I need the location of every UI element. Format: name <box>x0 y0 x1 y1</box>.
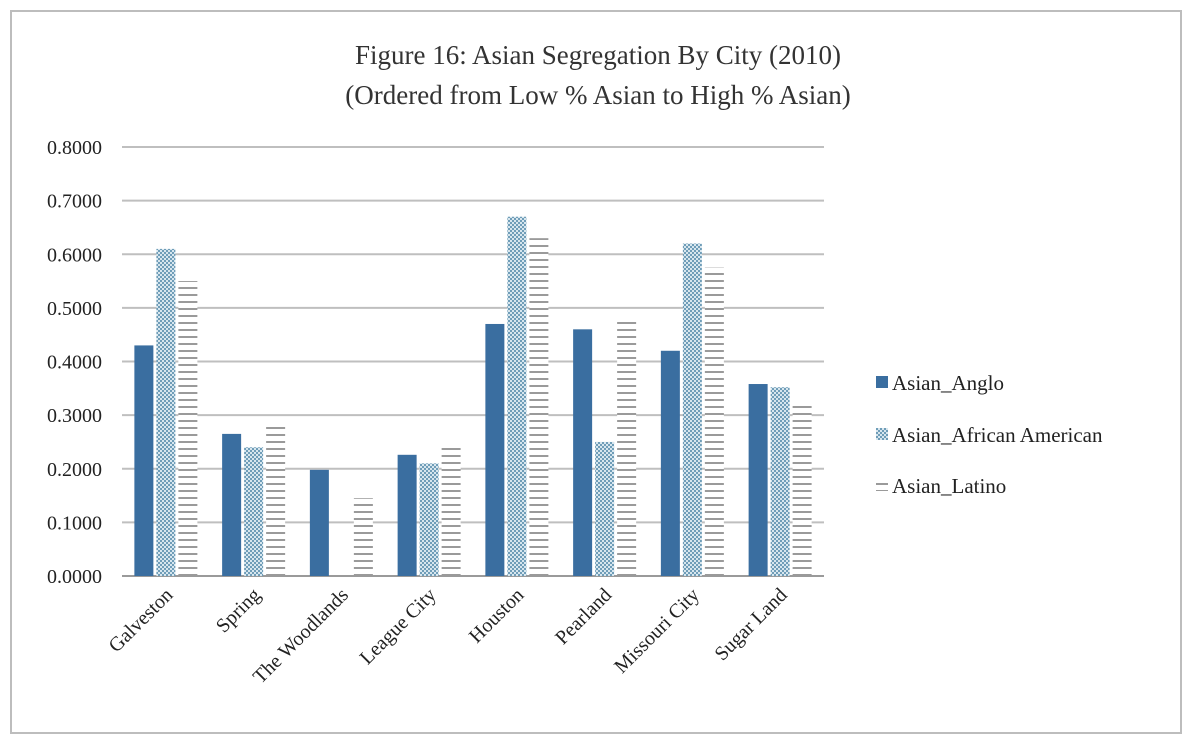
bar-asian-latino-the-woodlands <box>353 498 373 576</box>
bar-asian-latino-houston <box>529 238 549 576</box>
legend-swatch-asian-latino <box>876 479 888 491</box>
chart-subtitle: (Ordered from Low % Asian to High % Asia… <box>345 80 850 110</box>
bar-asian-african-american-league-city <box>419 463 439 576</box>
y-axis-tick-labels: 0.0000 0.1000 0.2000 0.3000 0.4000 0.5000 0.60… <box>47 137 102 588</box>
chart-title: Figure 16: Asian Segregation By City (20… <box>355 40 841 70</box>
x-category-label: League City <box>356 584 441 669</box>
y-tick-label: 0.1000 <box>47 512 102 534</box>
bar-asian-african-american-spring <box>244 447 264 576</box>
bar-asian-latino-galveston <box>178 281 198 576</box>
y-tick-label: 0.8000 <box>47 137 102 159</box>
x-category-label: Pearland <box>551 584 616 649</box>
bar-asian-latino-pearland <box>617 321 637 576</box>
bar-asian-anglo-houston <box>485 323 505 576</box>
bar-asian-anglo-galveston <box>134 345 154 576</box>
y-tick-label: 0.7000 <box>47 191 102 213</box>
legend-label-asian-anglo: Asian_Anglo <box>892 371 1004 395</box>
x-category-label: Houston <box>465 584 528 647</box>
bar-asian-latino-missouri-city <box>704 267 724 576</box>
legend: Asian_Anglo Asian_African American Asian… <box>876 371 1103 498</box>
x-category-label: Sugar Land <box>711 584 792 665</box>
bar-asian-latino-spring <box>266 425 286 576</box>
y-tick-label: 0.6000 <box>47 244 102 266</box>
x-category-label: Galveston <box>105 584 178 657</box>
x-category-label: Spring <box>212 584 265 637</box>
bar-asian-latino-league-city <box>441 447 461 576</box>
bar-asian-anglo-pearland <box>573 329 593 576</box>
chart-frame <box>10 10 1182 734</box>
bar-asian-african-american-pearland <box>595 441 615 576</box>
y-tick-label: 0.0000 <box>47 566 102 588</box>
bar-asian-anglo-league-city <box>397 454 417 576</box>
bar-asian-anglo-sugar-land <box>748 384 768 576</box>
y-tick-label: 0.5000 <box>47 298 102 320</box>
bar-asian-anglo-missouri-city <box>660 350 680 576</box>
bar-asian-african-american-galveston <box>156 248 176 576</box>
bars <box>134 216 812 576</box>
x-category-label: Missouri City <box>610 584 704 678</box>
bar-asian-anglo-the-woodlands <box>309 469 329 576</box>
legend-label-asian-latino: Asian_Latino <box>892 474 1006 498</box>
bar-asian-latino-sugar-land <box>792 404 812 576</box>
bar-asian-anglo-spring <box>222 433 242 576</box>
y-tick-label: 0.3000 <box>47 405 102 427</box>
bar-asian-african-american-houston <box>507 216 527 576</box>
legend-label-asian-african-american: Asian_African American <box>892 423 1103 447</box>
legend-swatch-asian-african-american <box>876 428 888 440</box>
bar-asian-african-american-missouri-city <box>682 243 702 576</box>
legend-swatch-asian-anglo <box>876 376 888 388</box>
y-tick-label: 0.4000 <box>47 352 102 374</box>
y-tick-label: 0.2000 <box>47 459 102 481</box>
bar-asian-african-american-sugar-land <box>770 387 790 576</box>
